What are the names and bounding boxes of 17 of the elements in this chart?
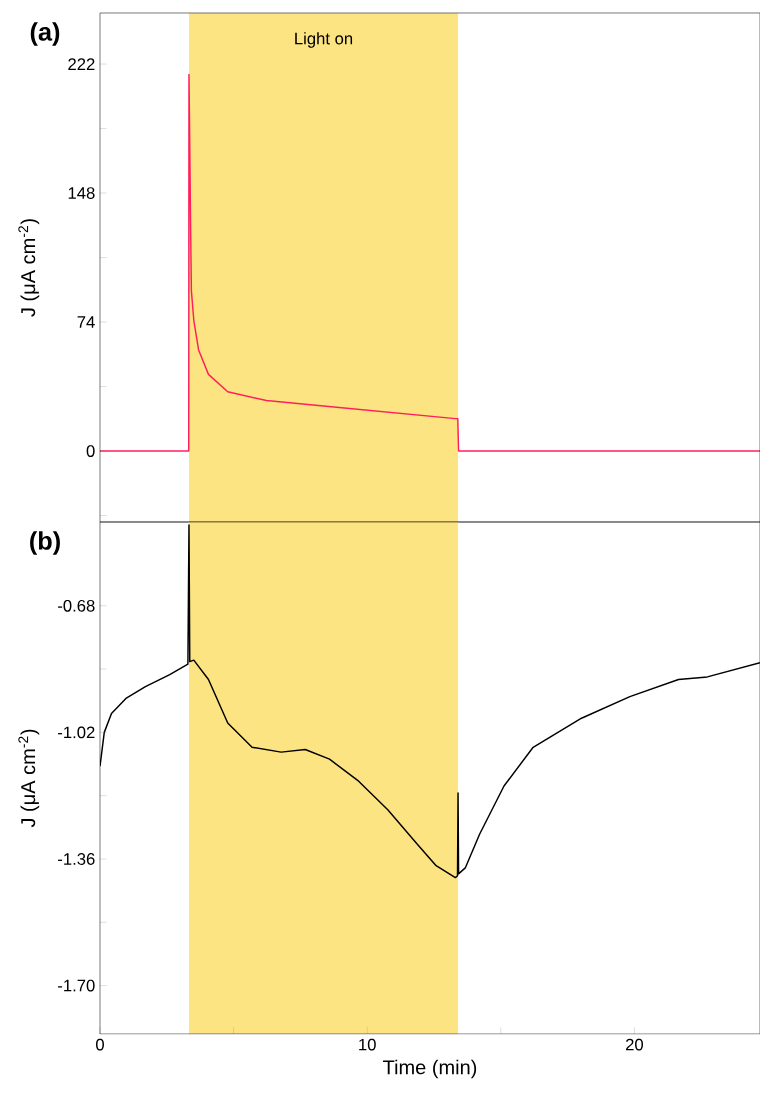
y-tick-label: 74 <box>77 316 95 328</box>
chart-title: (a) <box>30 22 60 46</box>
x-axis-title: Time (min) <box>383 1059 477 1079</box>
x-tick-label: 10 <box>359 1038 376 1051</box>
chart-title: (b) <box>30 531 60 555</box>
y-tick-label: 0 <box>86 445 95 457</box>
y-tick-label: 222 <box>68 58 95 70</box>
x-tick-label: 0 <box>96 1038 104 1051</box>
y-axis-title: J (μA cm$^{-2}$) <box>18 729 40 828</box>
x-tick-label: 20 <box>625 1038 644 1051</box>
y-axis-title: J (μA cm$^{-2}$) <box>18 219 40 317</box>
y-tick-label: 148 <box>68 187 95 199</box>
y-tick-label: -1.36 <box>58 853 95 865</box>
y-tick-label: -1.70 <box>58 979 95 992</box>
band-label: Light on <box>295 32 353 48</box>
y-tick-label: -0.68 <box>58 599 95 612</box>
y-tick-label: -1.02 <box>58 726 95 739</box>
